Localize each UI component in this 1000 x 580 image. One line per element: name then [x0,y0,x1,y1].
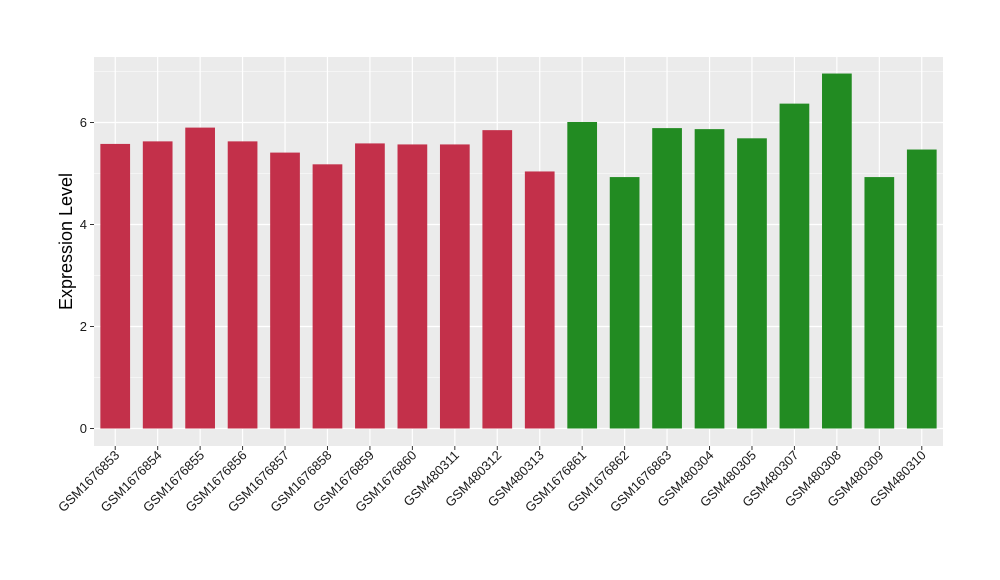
bars [100,73,937,429]
bar-GSM1676854 [142,141,173,429]
bar-GSM1676856 [227,141,258,429]
bar-GSM480308 [822,73,852,429]
bar-GSM1676859 [355,143,385,429]
y-tick-label: 2 [80,319,87,334]
bar-GSM1676853 [100,143,131,429]
bar-GSM1676858 [312,164,343,429]
x-axis: GSM1676853GSM1676854GSM1676855GSM1676856… [55,446,929,515]
bar-GSM1676857 [270,152,300,429]
y-tick-label: 0 [80,421,87,436]
bar-GSM1676862 [609,177,640,429]
bar-GSM480305 [737,138,767,429]
bar-GSM480312 [482,130,513,429]
bar-GSM1676863 [652,128,682,429]
bar-GSM480309 [864,177,895,429]
bar-GSM1676861 [567,121,598,429]
bar-GSM480310 [906,149,937,429]
y-tick-label: 4 [80,217,87,232]
bar-GSM480311 [439,144,470,429]
plot-panel [94,57,943,446]
y-tick-label: 6 [80,115,87,130]
bar-GSM1676860 [397,144,428,429]
y-axis: 0 2 4 6 [80,115,94,436]
bar-GSM480313 [524,171,555,429]
bar-GSM1676855 [185,127,215,429]
y-axis-title: Expression Level [56,173,76,310]
bar-GSM480307 [779,103,810,429]
bar-GSM480304 [694,129,725,429]
